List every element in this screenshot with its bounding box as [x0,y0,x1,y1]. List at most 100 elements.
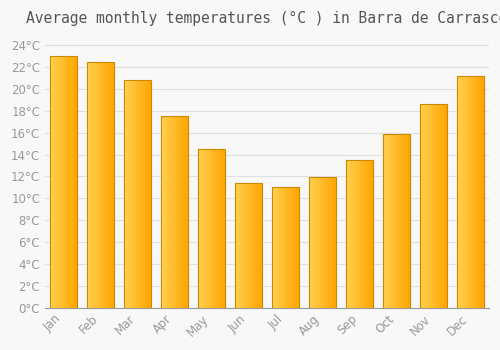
Bar [131,80,132,308]
Bar [256,183,257,308]
Bar [60,56,61,308]
Bar [217,149,218,308]
Bar [289,187,290,308]
Bar [389,134,390,308]
Bar [59,56,60,308]
Bar [52,56,54,308]
Bar [222,149,224,308]
Bar [76,56,78,308]
Bar [181,116,182,308]
Bar [214,149,215,308]
Bar [126,80,128,308]
Bar [260,183,262,308]
Bar [242,183,243,308]
Bar [245,183,246,308]
Bar [464,76,465,308]
Bar [162,116,164,308]
Bar [252,183,253,308]
Bar [221,149,222,308]
Bar [92,62,93,308]
Bar [308,177,336,308]
Bar [331,177,332,308]
Bar [73,56,74,308]
Bar [124,80,152,308]
Bar [244,183,245,308]
Bar [241,183,242,308]
Bar [243,183,244,308]
Bar [424,104,425,308]
Bar [108,62,109,308]
Bar [198,149,200,308]
Bar [406,134,408,308]
Bar [128,80,129,308]
Bar [278,187,279,308]
Bar [258,183,260,308]
Bar [392,134,394,308]
Bar [478,76,480,308]
Bar [176,116,178,308]
Bar [422,104,423,308]
Bar [86,62,88,308]
Bar [215,149,216,308]
Bar [370,160,372,308]
Bar [296,187,298,308]
Bar [104,62,105,308]
Bar [420,104,422,308]
Bar [160,116,188,308]
Bar [70,56,71,308]
Bar [426,104,427,308]
Bar [364,160,365,308]
Bar [145,80,146,308]
Bar [442,104,444,308]
Bar [86,62,115,308]
Bar [255,183,256,308]
Bar [129,80,130,308]
Bar [50,56,78,308]
Bar [402,134,403,308]
Bar [482,76,484,308]
Bar [136,80,138,308]
Bar [277,187,278,308]
Bar [284,187,286,308]
Bar [388,134,389,308]
Bar [308,177,310,308]
Bar [366,160,367,308]
Bar [355,160,356,308]
Bar [461,76,462,308]
Bar [382,134,384,308]
Bar [398,134,399,308]
Bar [386,134,387,308]
Bar [441,104,442,308]
Bar [88,62,90,308]
Bar [186,116,188,308]
Bar [352,160,353,308]
Bar [142,80,143,308]
Bar [456,76,458,308]
Bar [327,177,328,308]
Bar [446,104,448,308]
Bar [477,76,478,308]
Bar [438,104,439,308]
Bar [212,149,214,308]
Bar [98,62,100,308]
Bar [276,187,277,308]
Bar [56,56,57,308]
Bar [200,149,202,308]
Bar [100,62,102,308]
Bar [292,187,293,308]
Bar [444,104,446,308]
Bar [110,62,112,308]
Bar [420,104,448,308]
Bar [290,187,291,308]
Bar [348,160,350,308]
Bar [428,104,429,308]
Bar [179,116,180,308]
Bar [427,104,428,308]
Bar [319,177,320,308]
Bar [432,104,434,308]
Bar [367,160,368,308]
Bar [172,116,174,308]
Bar [208,149,210,308]
Bar [470,76,472,308]
Bar [425,104,426,308]
